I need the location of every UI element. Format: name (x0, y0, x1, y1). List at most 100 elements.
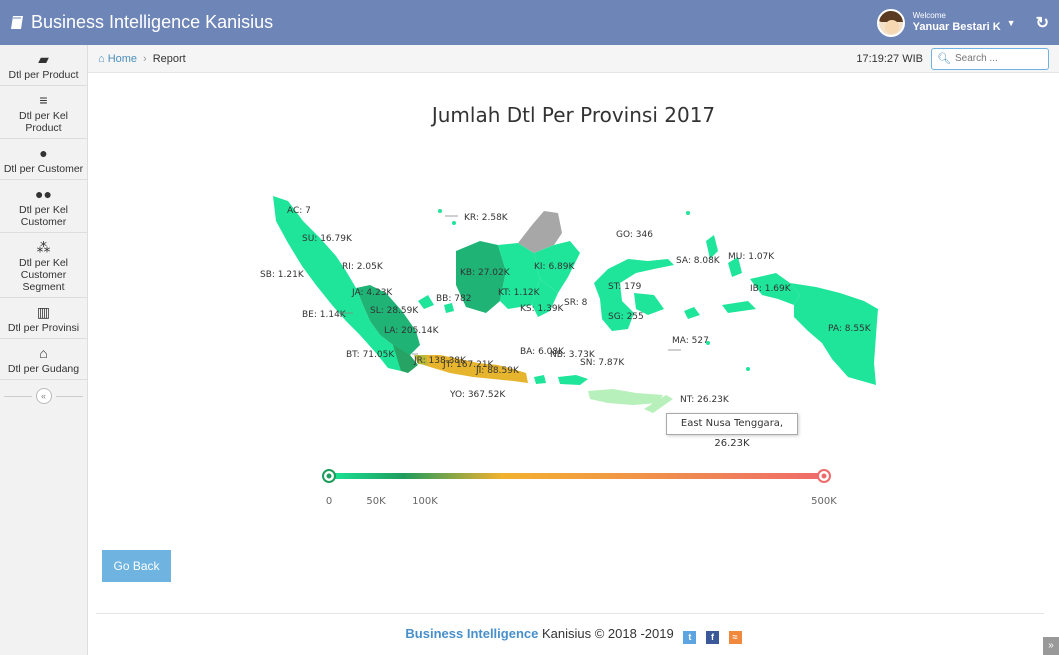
scale-ticks: 0 50K 100K 500K (326, 496, 837, 507)
top-navbar: Business Intelligence Kanisius Welcome Y… (0, 0, 1059, 45)
region-lampung[interactable] (393, 345, 418, 373)
region-java[interactable] (416, 355, 528, 383)
region-belitung[interactable] (444, 303, 454, 313)
region-seram[interactable] (722, 301, 756, 313)
region-label-sg: SG: 255 (608, 312, 644, 322)
region-label-sr: SR: 8 (564, 298, 588, 308)
footer: Business Intelligence Kanisius © 2018 -2… (88, 626, 1059, 644)
search-input[interactable] (954, 53, 1045, 64)
search-box[interactable]: 🔍︎ (931, 47, 1049, 70)
user-name: Yanuar Bestari K (912, 20, 1001, 33)
indonesia-map[interactable]: AC: 7 SU: 16.79K SB: 1.21K RI: 2.05K JA: 4.2… (88, 73, 1059, 513)
region-label-la: LA: 205.14K (384, 326, 440, 336)
sidebar-item-label: Dtl per Customer (3, 163, 84, 175)
facebook-icon[interactable]: f (705, 631, 719, 644)
region-label-jt: JT: 167.21K (442, 360, 495, 370)
region-label-kr: KR: 2.58K (464, 213, 509, 223)
region-label-ji: JI: 88.59K (475, 366, 520, 376)
region-label-st: ST: 179 (608, 282, 642, 292)
footer-brand: Business Intelligence (405, 626, 539, 641)
sidebar-collapse: « (0, 380, 87, 412)
region-label-ib: IB: 1.69K (750, 284, 792, 294)
region-label-sa: SA: 8.08K (676, 256, 721, 266)
region-label-ki: KI: 6.89K (534, 262, 575, 272)
book-icon: ▰ (38, 51, 49, 67)
region-kalimantan-south[interactable] (532, 279, 558, 317)
region-timor[interactable] (644, 395, 673, 413)
region-kalimantan-central[interactable] (498, 243, 540, 309)
book-icon (11, 16, 23, 29)
sidebar-item-dtl-per-kel-product[interactable]: ≡ Dtl per Kel Product (0, 86, 87, 139)
sidebar-item-dtl-per-customer[interactable]: ● Dtl per Customer (0, 139, 87, 180)
region-label-ja: JA: 4.23K (351, 288, 393, 298)
region-ntt[interactable] (588, 389, 663, 405)
scale-tick-label: 0 (326, 496, 332, 507)
sidebar-item-label: Dtl per Product (8, 69, 79, 81)
refresh-icon[interactable]: ↻ (1035, 14, 1049, 32)
region-label-go: GO: 346 (616, 230, 653, 240)
breadcrumb-home[interactable]: ⌂ Home (98, 52, 138, 65)
brand[interactable]: Business Intelligence Kanisius (0, 12, 273, 33)
rss-icon[interactable]: ≈ (728, 631, 742, 644)
region-kalimantan-west[interactable] (456, 241, 506, 313)
twitter-icon[interactable]: t (683, 631, 697, 644)
region-label-sl: SL: 28.59K (370, 306, 419, 316)
scale-tick-label: 50K (366, 496, 386, 507)
region-ntb[interactable] (558, 375, 588, 385)
region-label-kb: KB: 27.02K (460, 268, 511, 278)
sidebar-item-dtl-per-kel-customer[interactable]: ●● Dtl per Kel Customer (0, 180, 87, 233)
sidebar-item-dtl-per-gudang[interactable]: ⌂ Dtl per Gudang (0, 339, 87, 380)
sidebar-item-label: Dtl per Kel Customer Segment (18, 257, 69, 293)
list-icon: ≡ (39, 92, 48, 108)
sidebar-item-dtl-per-product[interactable]: ▰ Dtl per Product (0, 45, 87, 86)
sidebar-item-dtl-per-provinsi[interactable]: ▥ Dtl per Provinsi (0, 298, 87, 339)
region-bali[interactable] (534, 375, 546, 384)
region-labels: AC: 7 SU: 16.79K SB: 1.21K RI: 2.05K JA: 4.2… (260, 206, 872, 405)
region-sulawesi[interactable] (594, 259, 674, 331)
region-sulawesi-southeast[interactable] (634, 293, 664, 315)
region-label-be: BE: 1.14K (302, 310, 347, 320)
footer-divider (96, 613, 1044, 614)
region-label-kt: KT: 1.12K (498, 288, 541, 298)
region-buru[interactable] (684, 307, 700, 319)
home-icon: ⌂ (39, 345, 48, 361)
region-label-sb: SB: 1.21K (260, 270, 305, 280)
region-sumatra-south[interactable] (356, 285, 420, 358)
go-back-button[interactable]: Go Back (102, 550, 171, 582)
region-label-pa: PA: 8.55K (828, 324, 872, 334)
region-label-jr: JR: 138.38K (413, 356, 467, 366)
region-halmahera[interactable] (728, 257, 742, 277)
sidebar: ▰ Dtl per Product ≡ Dtl per Kel Product … (0, 45, 88, 655)
region-label-ba: BA: 6.08K (520, 347, 565, 357)
region-label-nt: NT: 26.23K (680, 395, 730, 405)
sidebar-item-label: Dtl per Kel Product (18, 110, 69, 134)
caret-down-icon[interactable]: ▼ (1006, 17, 1016, 28)
region-bangka[interactable] (418, 295, 434, 309)
region-label-bb: BB: 782 (436, 294, 471, 304)
region-label-ks: KS: 1.39K (520, 304, 565, 314)
region-label-ri: RI: 2.05K (342, 262, 384, 272)
region-banten[interactable] (414, 355, 428, 365)
sidebar-item-dtl-per-kel-customer-segment[interactable]: ⁂ Dtl per Kel Customer Segment (0, 233, 87, 298)
region-label-su: SU: 16.79K (302, 234, 353, 244)
user-icon: ● (39, 145, 48, 161)
region-maluku-north[interactable] (706, 235, 718, 259)
avatar[interactable] (876, 8, 905, 37)
region-kalimantan-north[interactable] (518, 211, 562, 253)
region-label-sn: SN: 7.87K (580, 358, 625, 368)
app-title: Business Intelligence Kanisius (31, 12, 274, 32)
map-tooltip: East Nusa Tenggara, 26.23K (666, 413, 798, 449)
region-label-mu: MU: 1.07K (728, 252, 775, 262)
user-menu[interactable]: Welcome Yanuar Bestari K (912, 11, 1001, 33)
region-label-nb: NB: 3.73K (550, 350, 596, 360)
region-papua[interactable] (790, 283, 878, 385)
map-icon: ▥ (36, 304, 51, 320)
region-sumatra-north[interactable] (273, 196, 403, 371)
scroll-top-button[interactable]: » (1043, 637, 1059, 655)
region-label-bt: BT: 71.05K (346, 350, 395, 360)
region-label-yo: YO: 367.52K (449, 390, 506, 400)
region-papua-west[interactable] (750, 273, 800, 305)
region-kalimantan-east[interactable] (534, 241, 580, 293)
double-chevron-left-icon[interactable]: « (35, 388, 52, 404)
sitemap-icon: ⁂ (36, 239, 51, 255)
